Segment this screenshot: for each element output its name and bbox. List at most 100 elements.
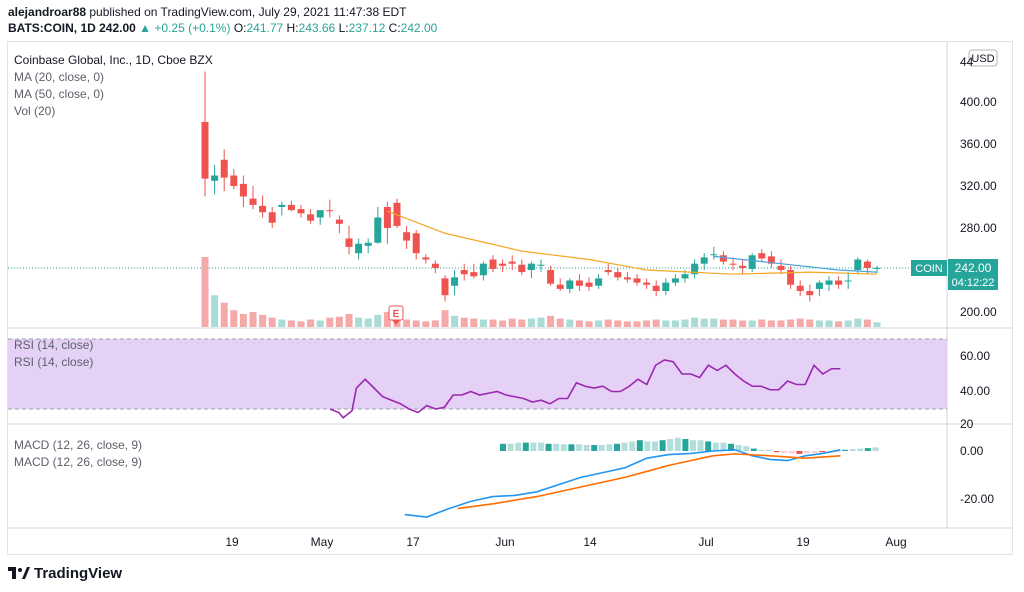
candle-body	[854, 259, 862, 270]
time-tick-label: Aug	[885, 535, 906, 549]
candle-body	[335, 219, 343, 224]
open-label: O:	[233, 21, 247, 35]
macd-histogram-bar	[857, 448, 864, 451]
volume-bar	[835, 321, 843, 327]
candle-body	[201, 121, 209, 179]
macd-histogram-bar	[849, 449, 856, 451]
candle-body	[787, 270, 795, 285]
candle-body	[259, 205, 267, 213]
candle-body	[595, 278, 603, 286]
rsi-legend-1[interactable]: RSI (14, close)	[14, 338, 94, 352]
volume-bar	[441, 310, 449, 327]
close-value: 242.00	[400, 21, 438, 35]
candle-body	[451, 277, 459, 286]
candle-body	[547, 270, 555, 284]
rsi-pane-legend: RSI (14, close) RSI (14, close)	[14, 337, 93, 371]
ma20-legend[interactable]: MA (20, close, 0)	[14, 70, 105, 84]
earnings-marker[interactable]: E	[388, 305, 404, 325]
volume-bar	[335, 316, 343, 327]
macd-histogram-bar	[583, 445, 590, 451]
candle-body	[671, 278, 679, 283]
signal-line	[457, 453, 841, 510]
chart-title[interactable]: Coinbase Global, Inc., 1D, Cboe BZX	[14, 53, 213, 67]
volume-bar	[758, 319, 766, 327]
volume-bar	[470, 318, 478, 327]
candle-body	[681, 274, 689, 279]
volume-bar	[767, 320, 775, 327]
candle-body	[652, 285, 660, 291]
macd-histogram-bar	[819, 451, 826, 453]
candle-body	[643, 282, 651, 285]
candle-body	[767, 256, 775, 264]
candle-body	[614, 272, 622, 278]
candle-body	[422, 257, 430, 260]
macd-histogram-bar	[667, 439, 674, 451]
candle-body	[211, 175, 219, 181]
macd-histogram-bar	[553, 443, 560, 451]
volume-bar	[806, 319, 814, 327]
macd-histogram-bar	[629, 441, 636, 451]
macd-line	[404, 448, 841, 518]
macd-pane-legend: MACD (12, 26, close, 9) MACD (12, 26, cl…	[14, 437, 142, 471]
candle-body	[796, 285, 804, 291]
macd-legend-1[interactable]: MACD (12, 26, close, 9)	[14, 438, 143, 452]
candle-body	[239, 183, 247, 197]
volume-bar	[604, 319, 612, 327]
chart-frame	[7, 41, 1013, 555]
candle-body	[537, 264, 545, 266]
volume-bar	[556, 318, 564, 327]
quote-line: BATS:COIN, 1D 242.00 ▲ +0.25 (+0.1%) O:2…	[8, 21, 437, 36]
macd-histogram-bar	[682, 439, 689, 451]
candle-body	[585, 282, 593, 287]
price-tick-label: 400.00	[960, 95, 997, 109]
candle-body	[739, 265, 747, 268]
volume-bar	[259, 314, 267, 327]
author-name[interactable]: alejandroar88	[8, 5, 87, 19]
volume-bar	[815, 320, 823, 327]
volume-bar	[220, 302, 228, 327]
macd-legend-2[interactable]: MACD (12, 26, close, 9)	[14, 455, 143, 469]
candle-body	[249, 198, 257, 205]
volume-bar	[489, 319, 497, 327]
countdown-label: 04:12:22	[952, 277, 995, 289]
rsi-tick-label: 20	[960, 417, 974, 431]
macd-histogram-bar	[705, 441, 712, 451]
candle-body	[287, 204, 295, 211]
volume-bar	[729, 319, 737, 327]
tradingview-brand[interactable]: TradingView	[8, 565, 122, 582]
volume-bar	[585, 321, 593, 327]
macd-histogram-bar	[507, 443, 514, 451]
candle-body	[316, 210, 324, 218]
candle-body	[691, 263, 699, 275]
volume-bar	[326, 317, 334, 327]
up-arrow-icon: ▲	[139, 21, 152, 35]
volume-bar	[662, 320, 670, 327]
volume-bar	[863, 319, 871, 327]
ma50-line	[713, 255, 878, 273]
macd-histogram-bar	[606, 444, 613, 451]
candle-body	[489, 259, 497, 269]
candle-body	[835, 280, 843, 285]
currency-button[interactable]: USD	[968, 49, 998, 67]
last-price-tag: 242.00 04:12:22	[948, 259, 998, 290]
rsi-legend-2[interactable]: RSI (14, close)	[14, 355, 94, 369]
macd-histogram-bar	[773, 451, 780, 453]
rsi-line	[329, 359, 841, 419]
coin-tag-label: COIN	[915, 263, 943, 275]
macd-histogram-bar	[614, 443, 620, 451]
volume-bar	[700, 318, 708, 327]
volume-bar	[537, 317, 545, 327]
candle-body	[431, 263, 439, 268]
macd-histogram-bar	[811, 451, 818, 453]
candle-body	[230, 175, 238, 186]
macd-histogram-bar	[712, 442, 719, 451]
ma50-legend[interactable]: MA (50, close, 0)	[14, 87, 105, 101]
macd-histogram-bar	[652, 441, 658, 451]
candle-body	[777, 265, 785, 270]
price-tick-label: 280.00	[960, 221, 997, 235]
volume-legend[interactable]: Vol (20)	[14, 104, 56, 118]
macd-histogram-bar	[864, 448, 871, 451]
candle-body	[470, 272, 478, 277]
volume-bar	[460, 317, 468, 327]
